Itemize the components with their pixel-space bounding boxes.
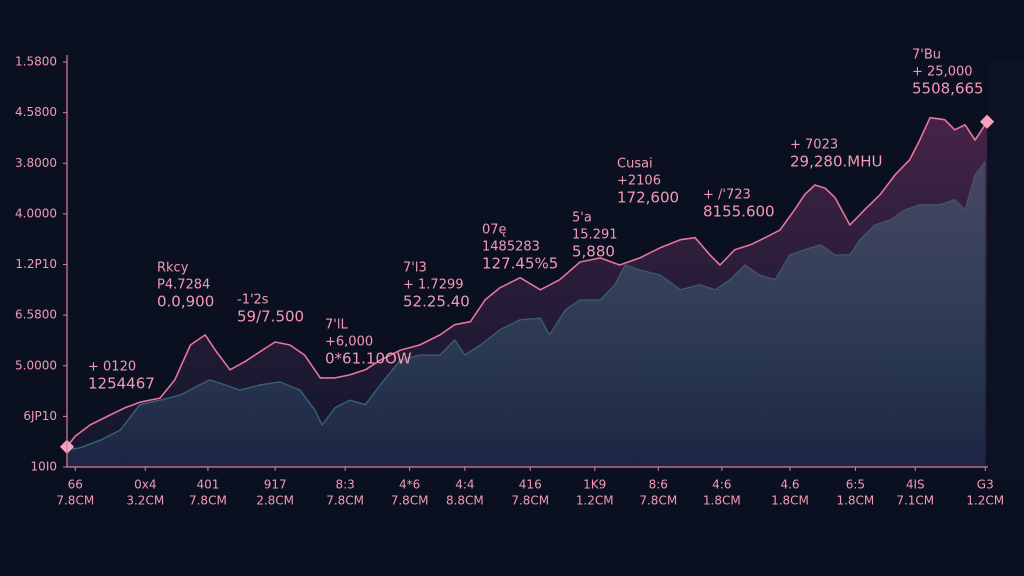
x-tick-sublabel: 2.8CM — [256, 494, 294, 508]
annotation: 07ę — [482, 223, 507, 238]
annotation: 1254467 — [88, 375, 155, 393]
x-tick-label: 0x4 — [134, 478, 156, 492]
annotation: 5508,665 — [912, 80, 984, 98]
annotation: +6,000 — [325, 335, 373, 350]
x-tick-label: 8:6 — [649, 478, 668, 492]
x-tick-sublabel: 7.8CM — [639, 494, 677, 508]
x-tick-sublabel: 1.2CM — [966, 494, 1004, 508]
annotation: 52.25.40 — [403, 293, 470, 311]
x-tick-sublabel: 7.8CM — [391, 494, 429, 508]
x-tick-label: 4:4 — [455, 478, 474, 492]
x-tick-label: 8:3 — [335, 478, 354, 492]
annotation: Rkcy — [157, 261, 189, 276]
annotation: + 7023 — [790, 138, 838, 153]
annotation: 8155.600 — [703, 203, 775, 221]
x-tick-sublabel: 7.8CM — [56, 494, 94, 508]
annotation: 0.0,900 — [157, 293, 214, 311]
annotation: +2106 — [617, 174, 661, 189]
y-tick-label: 4.5800 — [15, 105, 57, 119]
x-tick-sublabel: 8.8CM — [446, 494, 484, 508]
annotation: 7'l3 — [403, 261, 427, 276]
annotation: + 0120 — [88, 360, 136, 375]
x-tick-sublabel: 1.8CM — [836, 494, 874, 508]
annotation: 172,600 — [617, 189, 679, 207]
annotation: 15.291 — [572, 228, 618, 243]
y-tick-label: 1.5800 — [15, 55, 57, 69]
x-tick-label: 4:6 — [712, 478, 731, 492]
x-tick-sublabel: 7.1CM — [896, 494, 934, 508]
x-tick-label: 917 — [264, 478, 287, 492]
annotation: 5,880 — [572, 243, 615, 261]
annotation: 5'a — [572, 211, 592, 226]
annotation: -1'2s — [237, 293, 269, 308]
x-tick-label: 1K9 — [583, 478, 606, 492]
x-tick-label: 4*6 — [399, 478, 420, 492]
x-tick-sublabel: 3.2CM — [126, 494, 164, 508]
y-tick-label: 6.5800 — [15, 308, 57, 322]
annotation: 7'Bu — [912, 48, 941, 63]
annotation: 1485283 — [482, 240, 540, 255]
y-tick-label: 3.8000 — [15, 156, 57, 170]
annotation: 29,280.MHU — [790, 153, 882, 171]
x-tick-label: 4.6 — [780, 478, 799, 492]
x-tick-sublabel: 1.8CM — [703, 494, 741, 508]
end-marker — [980, 114, 995, 129]
y-tick-label: 1.2P10 — [15, 257, 57, 271]
x-tick-label: 416 — [519, 478, 542, 492]
right-panel — [988, 60, 1024, 480]
annotation: 7'lL — [325, 318, 348, 333]
annotation: 59/7.500 — [237, 308, 304, 326]
x-tick-sublabel: 1.2CM — [576, 494, 614, 508]
annotation: + 1.7299 — [403, 278, 464, 293]
annotation: + 25,000 — [912, 65, 973, 80]
y-tick-label: 6JP10 — [23, 409, 57, 423]
series-line — [66, 116, 988, 448]
x-tick-sublabel: 7.8CM — [189, 494, 227, 508]
annotation: Cusai — [617, 157, 653, 172]
annotation: P4.7284 — [157, 278, 210, 293]
area-fill — [67, 117, 988, 467]
x-tick-sublabel: 7.8CM — [511, 494, 549, 508]
x-tick-label: G3 — [977, 478, 994, 492]
x-tick-sublabel: 1.8CM — [771, 494, 809, 508]
x-tick-label: 6:5 — [846, 478, 865, 492]
annotation: 127.45%5 — [482, 255, 558, 273]
y-tick-label: 10I0 — [31, 460, 57, 474]
x-tick-label: 4IS — [906, 478, 925, 492]
x-tick-label: 401 — [196, 478, 219, 492]
annotation: 0*61.10OW — [325, 350, 412, 368]
y-tick-label: 4.0000 — [15, 206, 57, 220]
annotation: + /'723 — [703, 188, 751, 203]
x-tick-label: 66 — [68, 478, 83, 492]
x-tick-sublabel: 7.8CM — [326, 494, 364, 508]
y-tick-label: 5.0000 — [15, 358, 57, 372]
